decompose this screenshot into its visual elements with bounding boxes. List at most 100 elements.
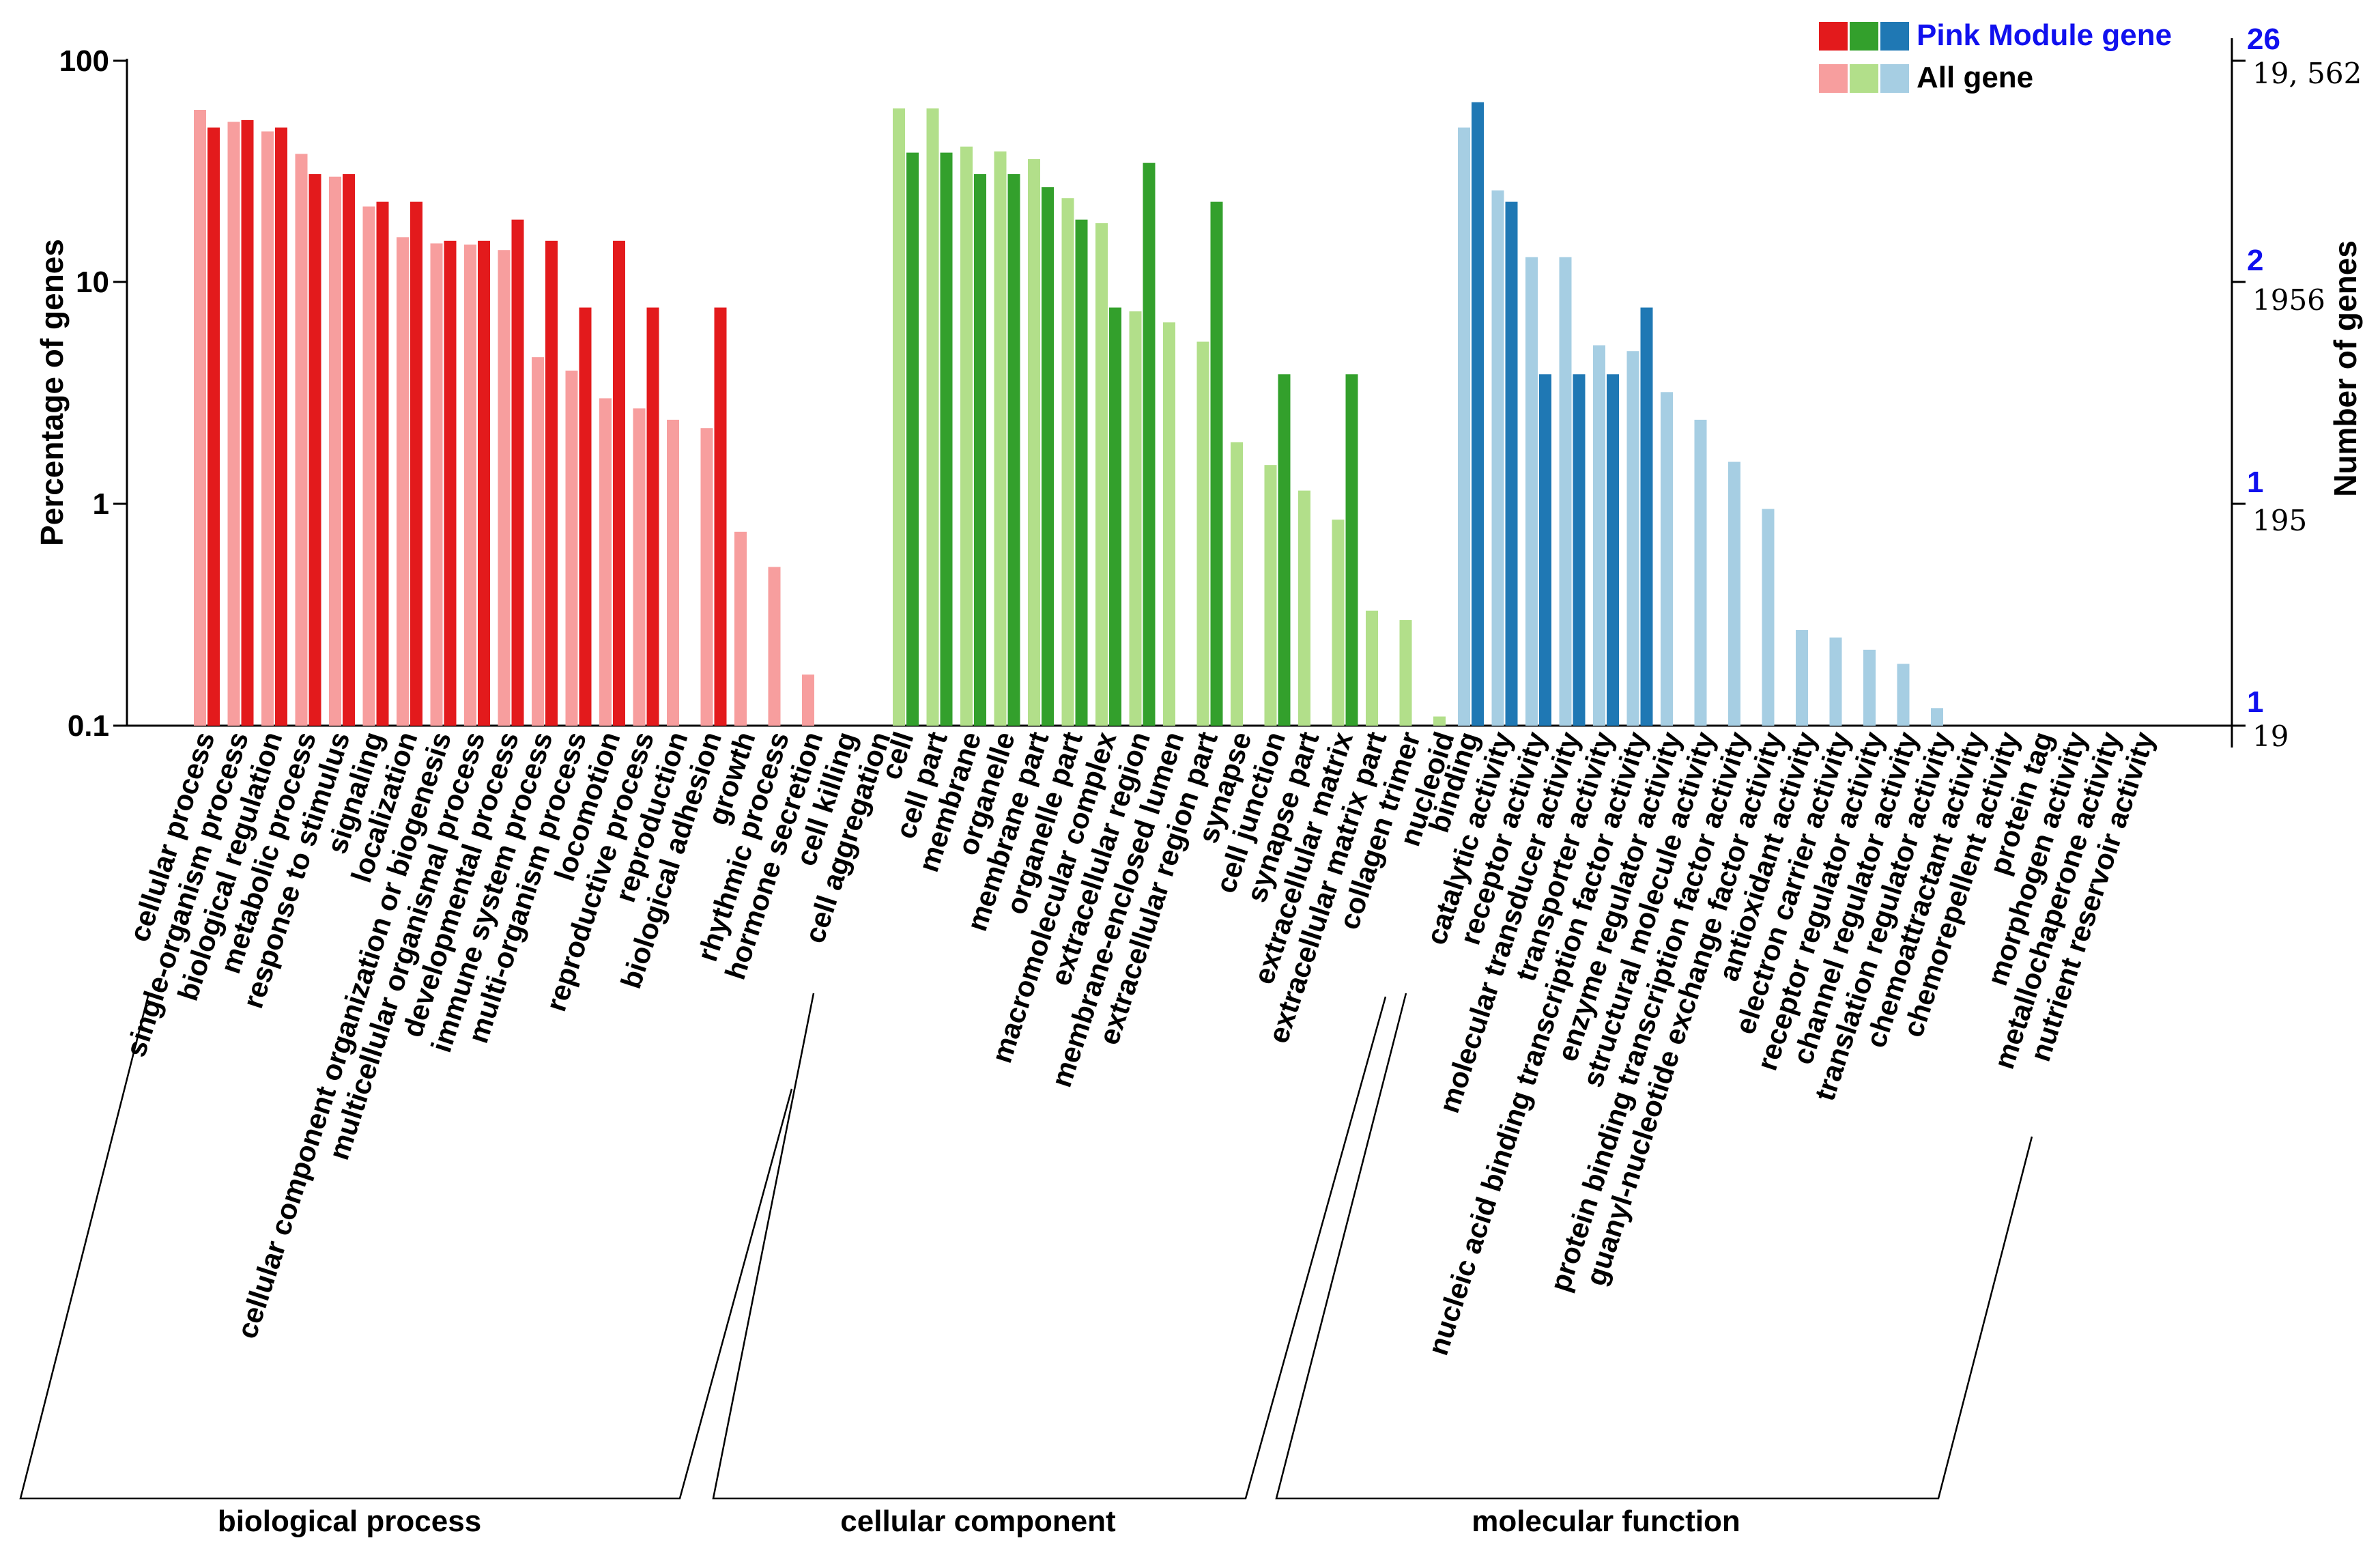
right-tick-count: 1 — [2247, 685, 2263, 719]
bar-all — [700, 428, 713, 726]
bar-module — [275, 127, 287, 726]
bar-all — [1028, 159, 1040, 726]
bar-all — [1863, 649, 1876, 726]
bar-module — [1573, 374, 1586, 726]
group-label-biological-process: biological process — [218, 1505, 481, 1538]
bar-all — [1095, 223, 1108, 726]
bar-module — [1539, 374, 1551, 726]
right-tick-total: 1956 — [2252, 283, 2325, 317]
right-tick-total: 19, 562 — [2252, 57, 2362, 90]
group-brackets: biological process cellular component mo… — [19, 993, 2033, 1538]
bar-all — [599, 398, 612, 726]
bar-all — [1264, 465, 1277, 726]
bar-all — [1231, 442, 1243, 726]
bar-all — [1525, 257, 1538, 726]
bar-module — [207, 127, 220, 726]
right-tick-count: 2 — [2247, 244, 2263, 277]
right-tick-count: 26 — [2247, 23, 2280, 56]
bar-all — [1366, 610, 1378, 726]
left-tick-label: 100 — [59, 44, 109, 78]
bar-all — [464, 244, 476, 726]
bar-all — [1163, 322, 1175, 726]
bracket-biological-process — [19, 993, 793, 1500]
bar-all — [329, 176, 341, 726]
bar-module — [478, 240, 490, 726]
bar-module — [579, 307, 592, 726]
bar-all — [1196, 341, 1209, 726]
bar-all — [1626, 351, 1639, 726]
bar-module — [376, 201, 389, 726]
bar-module — [940, 152, 953, 726]
bar-module — [1640, 307, 1653, 726]
right-tick-group: 26 19, 562 2 1956 1 195 1 19 — [2232, 23, 2362, 753]
bar-all — [667, 419, 679, 726]
bar-all — [1593, 345, 1605, 726]
bar-all — [295, 154, 308, 726]
bar-all — [893, 108, 905, 726]
legend-swatch-module-green — [1850, 22, 1878, 51]
bars — [194, 102, 1943, 726]
bar-module — [309, 174, 321, 726]
bar-module — [1472, 102, 1484, 726]
bar-all — [565, 370, 578, 726]
left-tick-label: 10 — [76, 266, 109, 299]
right-axis-title: Number of genes — [2327, 240, 2363, 497]
legend-swatch-module-red — [1819, 22, 1848, 51]
bar-module — [545, 240, 558, 726]
bar-module — [241, 119, 254, 726]
bar-all — [194, 110, 206, 726]
bar-all — [261, 131, 274, 726]
bar-all — [1661, 392, 1673, 726]
bracket-cellular-component — [712, 993, 1387, 1500]
bar-all — [1458, 127, 1470, 726]
bar-all — [802, 674, 814, 726]
bar-all — [1931, 708, 1943, 726]
bar-module — [1210, 201, 1223, 726]
bar-all — [397, 237, 409, 726]
bar-module — [1505, 201, 1518, 726]
bar-all — [1796, 629, 1808, 726]
bar-all — [768, 567, 781, 726]
bar-module — [1278, 374, 1291, 726]
bar-module — [646, 307, 659, 726]
bar-module — [511, 219, 524, 726]
bar-all — [926, 108, 939, 726]
bar-module — [1075, 219, 1088, 726]
bar-all — [994, 151, 1007, 726]
bar-all — [633, 408, 646, 726]
bar-all — [1728, 461, 1740, 726]
bar-all — [1762, 509, 1775, 726]
right-tick-total: 195 — [2252, 504, 2307, 537]
bar-module — [974, 174, 986, 726]
bar-all — [1491, 190, 1504, 726]
group-label-cellular-component: cellular component — [840, 1505, 1116, 1538]
bar-module — [714, 307, 727, 726]
bar-module — [613, 240, 625, 726]
y-axis-title: Percentage of genes — [34, 239, 70, 546]
bar-all — [1433, 716, 1446, 726]
bar-all — [1298, 490, 1310, 726]
bar-all — [734, 531, 747, 726]
bar-module — [1143, 162, 1156, 726]
legend-label-module: Pink Module gene — [1917, 18, 2172, 52]
bar-all — [1694, 419, 1707, 726]
bar-all — [1559, 257, 1572, 726]
bar-module — [444, 240, 457, 726]
left-tick-label: 0.1 — [68, 709, 109, 743]
bar-all — [1897, 664, 1910, 726]
group-label-molecular-function: molecular function — [1472, 1505, 1740, 1538]
bar-module — [410, 201, 422, 726]
bracket-molecular-function — [1275, 993, 2033, 1500]
legend: Pink Module gene All gene — [1819, 18, 2172, 94]
bar-all — [960, 146, 973, 726]
bar-all — [430, 243, 443, 726]
bar-all — [1129, 311, 1142, 726]
bar-all — [1399, 620, 1412, 726]
bar-all — [362, 206, 375, 726]
legend-swatch-module-blue — [1880, 22, 1909, 51]
legend-label-all: All gene — [1917, 61, 2033, 94]
bar-all — [227, 122, 240, 726]
bar-module — [1607, 374, 1619, 726]
